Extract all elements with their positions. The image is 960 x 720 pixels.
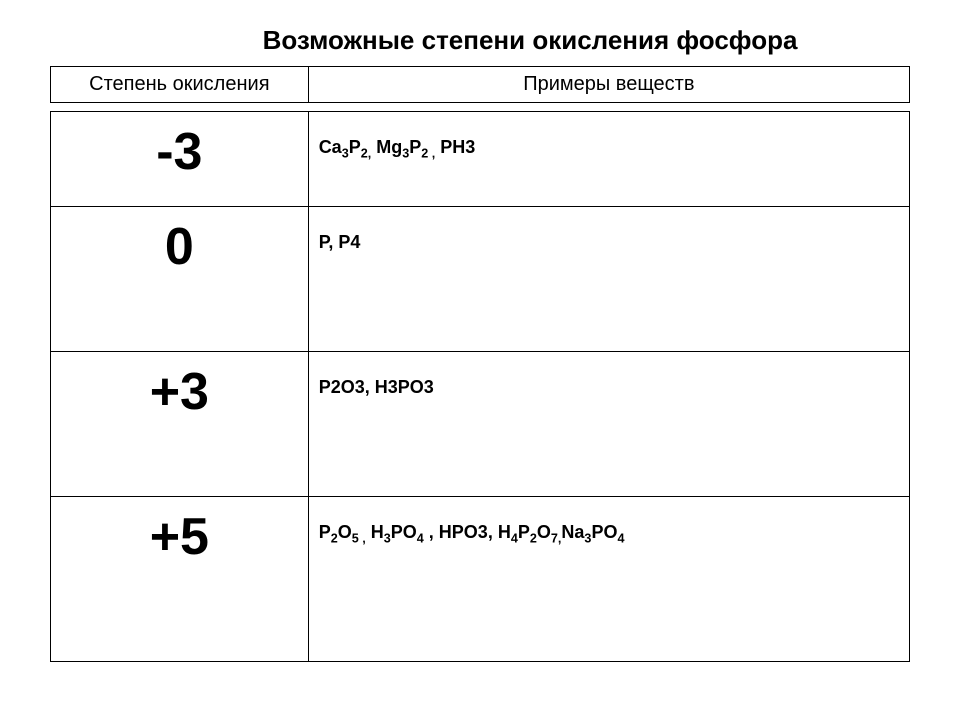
data-table: -3 Ca3P2, Mg3P2 , PH3 0 P, P4 +3 P2O3, H… <box>50 111 910 662</box>
oxidation-value: +3 <box>51 352 309 497</box>
table-row: +3 P2O3, H3PO3 <box>51 352 910 497</box>
oxidation-value: -3 <box>51 112 309 207</box>
examples-value: P2O3, H3PO3 <box>308 352 909 497</box>
examples-value: P, P4 <box>308 207 909 352</box>
examples-value: Ca3P2, Mg3P2 , PH3 <box>308 112 909 207</box>
oxidation-value: 0 <box>51 207 309 352</box>
header-row: Степень окисления Примеры веществ <box>51 67 910 103</box>
oxidation-value: +5 <box>51 497 309 662</box>
examples-value: P2O5 , H3PO4 , HPO3, H4P2O7,Na3PO4 <box>308 497 909 662</box>
header-table: Степень окисления Примеры веществ <box>50 66 910 103</box>
table-row: 0 P, P4 <box>51 207 910 352</box>
table-row: +5 P2O5 , H3PO4 , HPO3, H4P2O7,Na3PO4 <box>51 497 910 662</box>
header-col-examples: Примеры веществ <box>308 67 909 103</box>
page-title: Возможные степени окисления фосфора <box>50 25 910 56</box>
table-row: -3 Ca3P2, Mg3P2 , PH3 <box>51 112 910 207</box>
header-col-oxidation: Степень окисления <box>51 67 309 103</box>
